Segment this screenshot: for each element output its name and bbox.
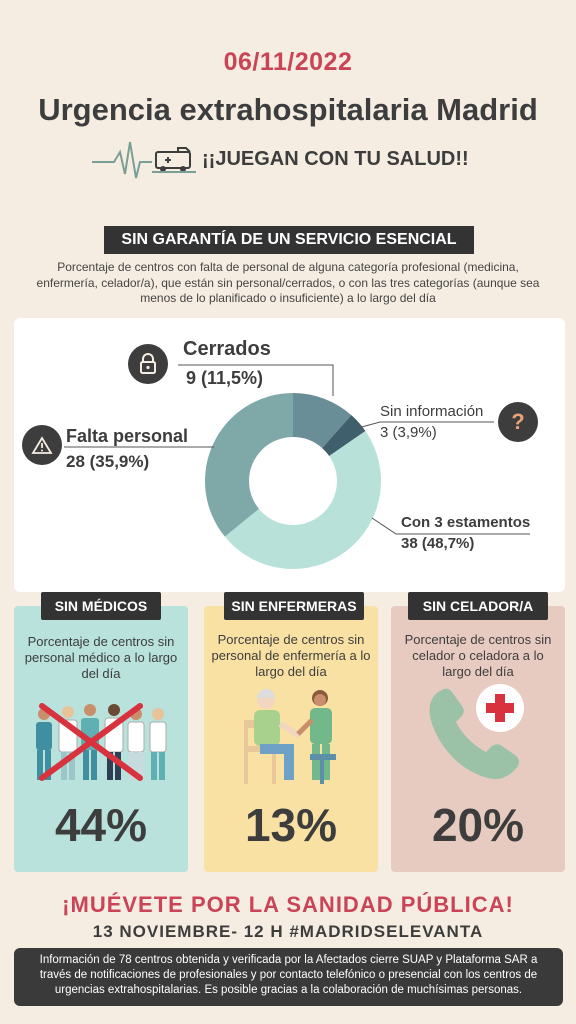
donut-chart [205, 393, 381, 569]
cta-date: 13 NOVIEMBRE- 12 H #MADRIDSELEVANTA [92, 922, 484, 941]
desc-sin-enfermeras: Porcentaje de centros sin personal de en… [211, 632, 371, 679]
pct-sin-celador: 20% [431, 799, 525, 851]
con3-label: Con 3 estamentos [401, 514, 531, 531]
slogan: ¡¡JUEGAN CON TU SALUD!! [202, 148, 469, 170]
nurse-patient-icon [244, 689, 336, 784]
sininfo-leader-line [357, 421, 494, 429]
falta-value: 28 (35,9%) [66, 452, 150, 471]
falta-label: Falta personal [66, 426, 189, 446]
con3-value: 38 (48,7%) [401, 535, 475, 552]
pct-sin-medicos: 44% [54, 799, 148, 851]
cerrados-label: Cerrados [183, 338, 271, 360]
falta-leader-line [64, 446, 214, 448]
card-sin-enfermeras [204, 606, 378, 872]
lock-icon [128, 344, 168, 384]
pct-sin-enfermeras: 13% [244, 799, 338, 851]
footer-note: Información de 78 centros obtenida y ver… [14, 948, 563, 1006]
sininfo-label: Sin información [380, 403, 484, 420]
section-banner: SIN GARANTÍA DE UN SERVICIO ESENCIAL [104, 226, 474, 254]
section-intro: Porcentaje de centros con falta de perso… [36, 260, 540, 305]
tag-sin-celador: SIN CELADOR/A [408, 592, 548, 620]
desc-sin-celador: Porcentaje de centros sin celador o cela… [404, 632, 552, 679]
card-sin-celador [391, 606, 565, 872]
warning-icon [22, 425, 62, 465]
tag-sin-medicos: SIN MÉDICOS [41, 592, 161, 620]
cerrados-value: 9 (11,5%) [186, 368, 264, 388]
date: 06/11/2022 [223, 48, 353, 76]
phone-medical-icon [429, 684, 524, 780]
donut-slice-falta-personal [205, 393, 293, 537]
sininfo-value: 3 (3,9%) [380, 424, 437, 441]
donut-slice-con-3-estamentos [224, 431, 381, 569]
con3-leader-line [371, 517, 530, 535]
desc-sin-medicos: Porcentaje de centros sin personal médic… [24, 634, 178, 681]
cerrados-leader-line [178, 364, 334, 396]
donut-slice-cerrados [293, 393, 352, 449]
question-icon: ? [498, 402, 538, 442]
donut-slice-sin-informaci-n [322, 415, 366, 457]
heartbeat-ambulance-icon [92, 141, 196, 179]
tag-sin-enfermeras: SIN ENFERMERAS [224, 592, 364, 620]
doctors-crossed-icon [36, 703, 167, 781]
cta-headline: ¡MUÉVETE POR LA SANIDAD PÚBLICA! [62, 892, 514, 917]
page-title: Urgencia extrahospitalaria Madrid [38, 92, 538, 127]
